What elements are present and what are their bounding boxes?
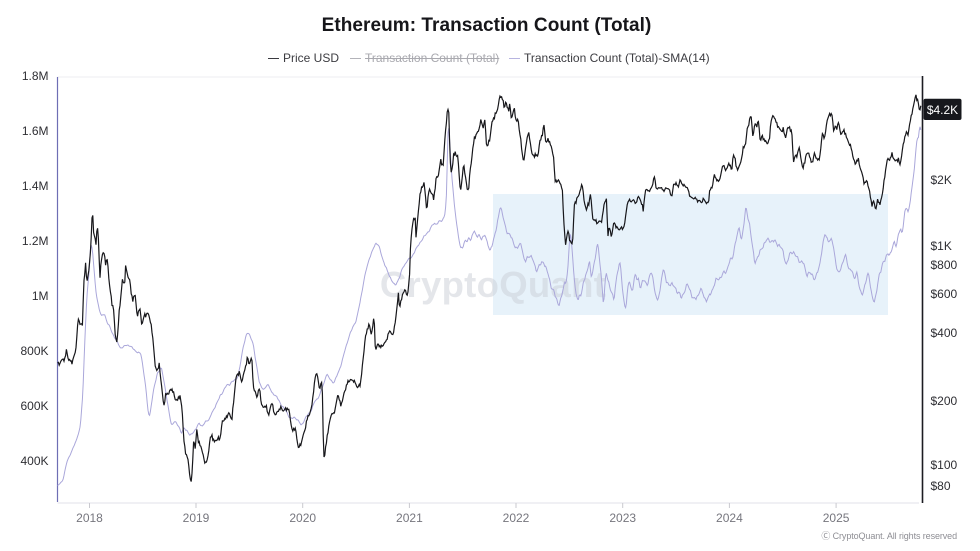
svg-text:$2K: $2K	[931, 173, 952, 187]
svg-text:1.2M: 1.2M	[22, 234, 49, 248]
svg-text:$600: $600	[931, 287, 958, 301]
svg-text:2019: 2019	[183, 511, 210, 525]
svg-text:$400: $400	[931, 326, 958, 340]
svg-text:1M: 1M	[32, 289, 49, 303]
svg-text:2023: 2023	[609, 511, 636, 525]
svg-text:2018: 2018	[76, 511, 103, 525]
svg-text:2022: 2022	[503, 511, 530, 525]
svg-text:$200: $200	[931, 394, 958, 408]
svg-text:2024: 2024	[716, 511, 743, 525]
svg-text:$80: $80	[931, 479, 951, 493]
svg-text:1.4M: 1.4M	[22, 179, 49, 193]
svg-text:2025: 2025	[823, 511, 850, 525]
svg-text:$4.2K: $4.2K	[927, 103, 958, 117]
svg-text:CryptoQuant: CryptoQuant	[380, 264, 606, 305]
svg-text:400K: 400K	[20, 454, 48, 468]
svg-text:$1K: $1K	[931, 239, 952, 253]
svg-text:600K: 600K	[20, 399, 48, 413]
svg-text:1.8M: 1.8M	[22, 69, 49, 83]
svg-text:2021: 2021	[396, 511, 423, 525]
svg-text:1.6M: 1.6M	[22, 124, 49, 138]
svg-text:$800: $800	[931, 258, 958, 272]
svg-text:2020: 2020	[289, 511, 316, 525]
svg-text:800K: 800K	[20, 344, 48, 358]
svg-text:$100: $100	[931, 458, 958, 472]
